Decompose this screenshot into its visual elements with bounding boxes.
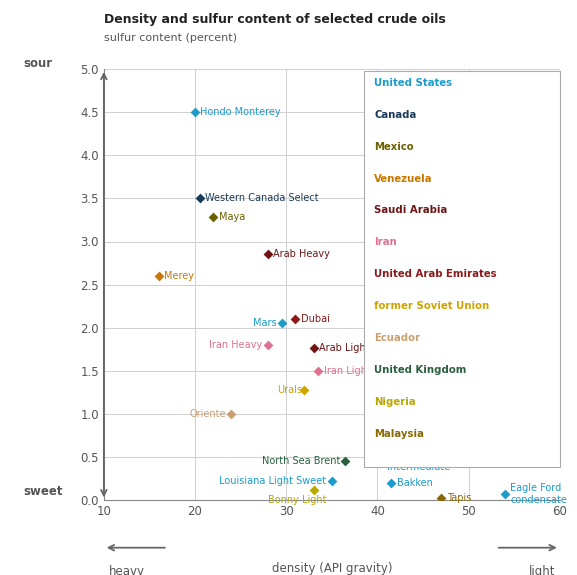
Point: [309, 485, 318, 494]
Text: density (API gravity): density (API gravity): [272, 562, 392, 575]
Text: Western Canada Select: Western Canada Select: [205, 193, 319, 204]
Text: United Arab Emirates: United Arab Emirates: [374, 269, 497, 279]
FancyBboxPatch shape: [364, 71, 560, 467]
Point: [209, 213, 218, 222]
Text: West Texas Sour (Midland): West Texas Sour (Midland): [387, 331, 516, 342]
Point: [500, 490, 509, 499]
Text: Malaysia: Malaysia: [374, 429, 424, 439]
Point: [387, 478, 396, 488]
Point: [263, 340, 272, 350]
Text: Iran Heavy: Iran Heavy: [209, 340, 263, 350]
Point: [154, 271, 163, 281]
Text: Density and sulfur content of selected crude oils: Density and sulfur content of selected c…: [104, 13, 445, 26]
Text: Arab Heavy: Arab Heavy: [273, 250, 330, 259]
Text: Iran Light: Iran Light: [324, 366, 370, 376]
Text: Bakken: Bakken: [396, 478, 432, 488]
Text: Nigeria: Nigeria: [374, 397, 416, 407]
Point: [291, 315, 300, 324]
Text: Louisiana Light Sweet: Louisiana Light Sweet: [219, 476, 327, 486]
Text: Eagle Ford
condensate: Eagle Ford condensate: [511, 484, 567, 505]
Point: [300, 385, 309, 394]
Text: Hondo Monterey: Hondo Monterey: [200, 107, 281, 117]
Text: Canada: Canada: [374, 110, 417, 120]
Text: Ecuador: Ecuador: [374, 333, 420, 343]
Text: United Kingdom: United Kingdom: [374, 365, 467, 375]
Point: [227, 409, 236, 419]
Text: light: light: [529, 565, 555, 575]
Text: Mexico: Mexico: [374, 141, 414, 152]
Point: [437, 493, 446, 503]
Text: Tapis: Tapis: [447, 493, 471, 503]
Point: [190, 108, 200, 117]
Point: [263, 250, 272, 259]
Text: sweet: sweet: [23, 485, 62, 498]
Text: Iran: Iran: [374, 237, 397, 247]
Text: Maya: Maya: [219, 212, 245, 223]
Text: Mars: Mars: [253, 319, 276, 328]
Point: [277, 319, 286, 328]
Text: Dubai: Dubai: [301, 314, 329, 324]
Point: [327, 477, 336, 486]
Text: North Sea Brent: North Sea Brent: [261, 457, 340, 466]
Text: former Soviet Union: former Soviet Union: [374, 301, 489, 311]
Text: United States: United States: [374, 78, 452, 88]
Point: [377, 457, 387, 466]
Text: sour: sour: [23, 57, 52, 70]
Text: West Texas
Intermediate: West Texas Intermediate: [387, 451, 451, 472]
Text: sulfur content (percent): sulfur content (percent): [104, 33, 237, 43]
Text: Arab Light: Arab Light: [319, 343, 369, 352]
Text: Saudi Arabia: Saudi Arabia: [374, 205, 447, 216]
Text: Oriente: Oriente: [189, 409, 226, 419]
Text: Urals: Urals: [277, 385, 302, 395]
Point: [313, 366, 323, 375]
Text: Merey: Merey: [164, 271, 194, 281]
Text: heavy: heavy: [108, 565, 144, 575]
Point: [377, 332, 387, 341]
Point: [309, 343, 318, 352]
Text: Venezuela: Venezuela: [374, 174, 433, 183]
Point: [195, 194, 204, 203]
Point: [341, 457, 350, 466]
Text: Bonny Light: Bonny Light: [268, 495, 327, 505]
